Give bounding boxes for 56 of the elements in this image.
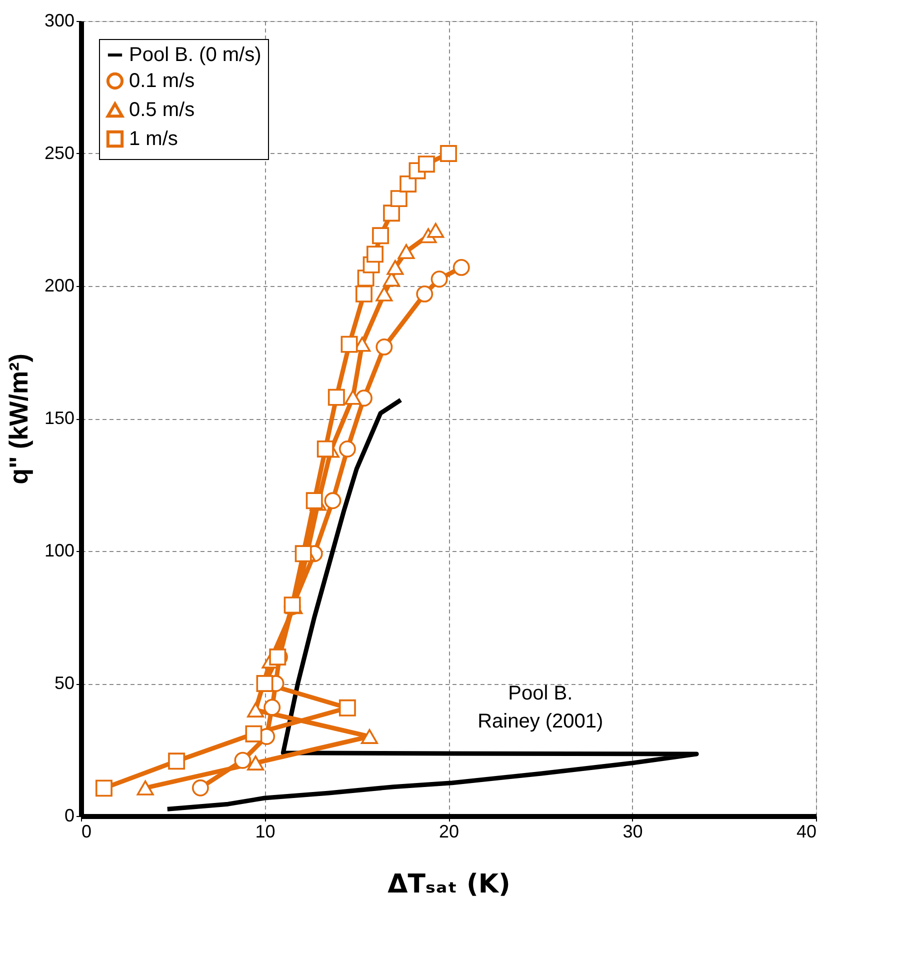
- x-tick-label: 40: [796, 822, 816, 842]
- point: [418, 156, 435, 173]
- x-tick-label: 30: [622, 822, 643, 842]
- point: [245, 725, 262, 742]
- point: [168, 752, 186, 770]
- legend-label: Pool B. (0 m/s): [129, 44, 262, 66]
- point: [386, 260, 404, 275]
- point: [372, 227, 389, 244]
- x-tick-label: 20: [438, 822, 460, 842]
- point: [256, 675, 274, 692]
- point: [430, 270, 448, 288]
- legend-label: 0.1 m/s: [129, 70, 195, 92]
- point: [324, 492, 342, 510]
- point: [383, 204, 400, 222]
- annotation: Pool B. Rainey (2001): [478, 682, 604, 732]
- point: [316, 440, 334, 458]
- point: [361, 729, 378, 744]
- point: [427, 222, 444, 238]
- point: [338, 440, 356, 458]
- x-tick-label: 10: [255, 822, 276, 842]
- y-tick-label: 300: [44, 10, 74, 30]
- x-tick-label: 0: [82, 822, 92, 842]
- point: [294, 545, 312, 562]
- point: [344, 390, 362, 405]
- point: [340, 336, 358, 353]
- point: [355, 285, 372, 302]
- point: [264, 698, 281, 716]
- point: [400, 175, 417, 192]
- point: [376, 338, 393, 356]
- y-tick-label: 250: [44, 143, 74, 163]
- point: [390, 190, 408, 208]
- y-tick-label: 100: [44, 540, 74, 560]
- point: [136, 780, 154, 796]
- y-tick-label: 150: [44, 408, 74, 428]
- y-axis-title: q" (kW/m²): [3, 354, 34, 484]
- y-tick-label: 50: [54, 673, 74, 693]
- point: [247, 756, 264, 770]
- point: [192, 779, 209, 796]
- point: [416, 285, 434, 302]
- legend-label: 0.5 m/s: [129, 99, 195, 121]
- legend-label: 1 m/s: [129, 128, 178, 150]
- point: [366, 246, 384, 263]
- point: [398, 244, 415, 260]
- y-tick-label: 0: [64, 806, 74, 826]
- point: [338, 699, 356, 716]
- point: [452, 258, 470, 276]
- point: [234, 752, 252, 769]
- point: [306, 492, 323, 510]
- point: [328, 388, 345, 406]
- point: [376, 286, 393, 302]
- point: [247, 702, 264, 718]
- point: [95, 780, 112, 797]
- y-tick-label: 200: [44, 276, 74, 296]
- point: [440, 145, 457, 162]
- line-series: [165, 398, 699, 812]
- x-axis-title: ΔTₛₐₜ (K): [388, 870, 510, 900]
